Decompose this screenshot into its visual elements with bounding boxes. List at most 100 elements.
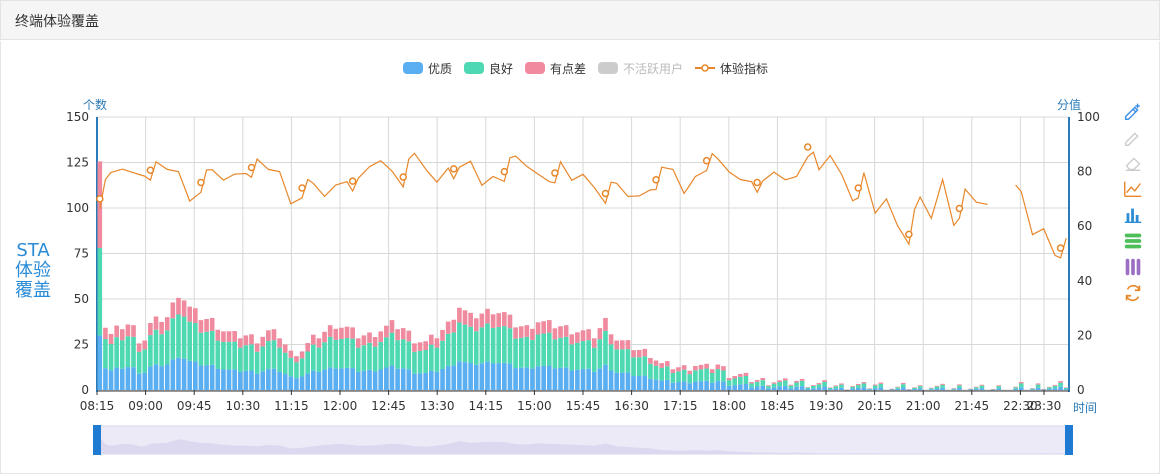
edit-disabled-icon[interactable] — [1121, 125, 1145, 149]
stack-icon[interactable] — [1121, 229, 1145, 253]
erase-icon[interactable] — [1121, 151, 1145, 175]
bar-segment — [968, 389, 973, 391]
bar-segment — [535, 366, 541, 390]
bar-segment — [861, 383, 867, 388]
bar-segment — [148, 323, 153, 336]
bar-segment — [749, 387, 754, 390]
x-tick-label: 18:00 — [712, 399, 747, 413]
bar-segment — [451, 319, 457, 333]
bar-segment — [142, 349, 148, 373]
bar-segment — [1035, 387, 1041, 390]
bar-segment — [445, 366, 451, 390]
index-point — [854, 184, 863, 192]
bar-segment — [603, 364, 608, 390]
bar-segment — [934, 386, 940, 389]
bar-segment — [473, 331, 479, 365]
bar-segment — [777, 380, 782, 383]
bar-segment — [709, 382, 715, 390]
legend-label: 优质 — [428, 62, 452, 76]
line-chart-icon[interactable] — [1121, 177, 1145, 201]
bar-segment — [119, 368, 125, 390]
bar-chart-icon[interactable] — [1121, 203, 1145, 227]
bar-segment — [715, 369, 721, 382]
bar-segment — [108, 370, 114, 390]
bar-segment — [822, 381, 827, 387]
bar-segment — [490, 363, 496, 390]
bar-segment — [676, 371, 681, 383]
bar-segment — [738, 384, 743, 390]
bar-segment — [608, 334, 614, 345]
zoom-handle-left[interactable] — [93, 425, 101, 455]
x-tick-label: 12:45 — [371, 399, 406, 413]
bar-segment — [698, 369, 704, 382]
bar-segment — [282, 344, 288, 353]
bar-segment — [861, 381, 867, 384]
bar-segment — [608, 370, 614, 390]
bar-segment — [344, 338, 350, 368]
bar-segment — [603, 330, 608, 365]
bar-segment — [254, 373, 260, 390]
bar-segment — [546, 365, 552, 390]
bar-segment — [406, 341, 412, 370]
bar-segment — [715, 364, 721, 370]
bar-segment — [372, 371, 378, 390]
bar-segment — [608, 344, 614, 371]
bar-segment — [664, 361, 670, 367]
bar-segment — [322, 331, 327, 343]
bar-segment — [687, 374, 693, 384]
bar-segment — [940, 383, 945, 385]
legend[interactable]: 优质 良好 有点差 不活跃用户 体验指标 — [403, 61, 768, 76]
bar-segment — [760, 377, 766, 381]
edit-icon[interactable] — [1121, 99, 1145, 123]
bar-segment — [625, 349, 631, 373]
bar-segment — [968, 388, 973, 390]
bar-segment — [271, 329, 277, 341]
restore-icon[interactable] — [1121, 281, 1145, 305]
bar-segment — [754, 379, 760, 382]
bar-segment — [929, 388, 934, 390]
bar-segment — [760, 385, 766, 390]
bar-segment — [855, 383, 861, 386]
bar-segment — [462, 362, 468, 390]
bar-segment — [563, 336, 569, 368]
bar-segment — [507, 363, 513, 390]
bar-segment — [97, 161, 103, 249]
x-tick-label: 23:30 — [1027, 399, 1062, 413]
bar-segment — [693, 370, 698, 382]
x-tick-label: 09:00 — [128, 399, 163, 413]
bar-segment — [524, 367, 530, 390]
bar-segment — [428, 344, 434, 371]
bar-segment — [580, 369, 586, 390]
tiled-icon[interactable] — [1121, 255, 1145, 279]
bar-segment — [973, 388, 979, 390]
bar-segment — [1035, 384, 1041, 388]
legend-label: 良好 — [489, 61, 513, 76]
bar-segment — [299, 351, 305, 359]
bar-segment — [569, 334, 575, 345]
bar-segment — [372, 346, 378, 372]
bar-segment — [518, 337, 524, 368]
bar-segment — [850, 385, 855, 387]
bar-segment — [597, 328, 603, 340]
bar-segment — [811, 385, 816, 389]
bar-segment — [1041, 388, 1047, 390]
bar-segment — [749, 383, 754, 388]
bar-segment — [625, 372, 631, 390]
bar-segment — [400, 368, 406, 390]
bar-segment — [153, 364, 159, 390]
bar-segment — [518, 326, 524, 338]
bar-segment — [125, 367, 131, 390]
bar-segment — [766, 386, 771, 389]
bar-segment — [709, 372, 715, 383]
bar-segment — [164, 330, 170, 365]
bar-segment — [468, 362, 473, 390]
bar-segment — [732, 378, 738, 386]
zoom-handle-right[interactable] — [1065, 425, 1073, 455]
bar-segment — [339, 327, 344, 339]
bar-segment — [389, 332, 395, 366]
bar-segment — [378, 331, 384, 342]
bar-segment — [979, 388, 985, 390]
legend-label: 不活跃用户 — [623, 61, 683, 76]
bar-segment — [406, 369, 412, 390]
bar-segment — [929, 387, 934, 389]
